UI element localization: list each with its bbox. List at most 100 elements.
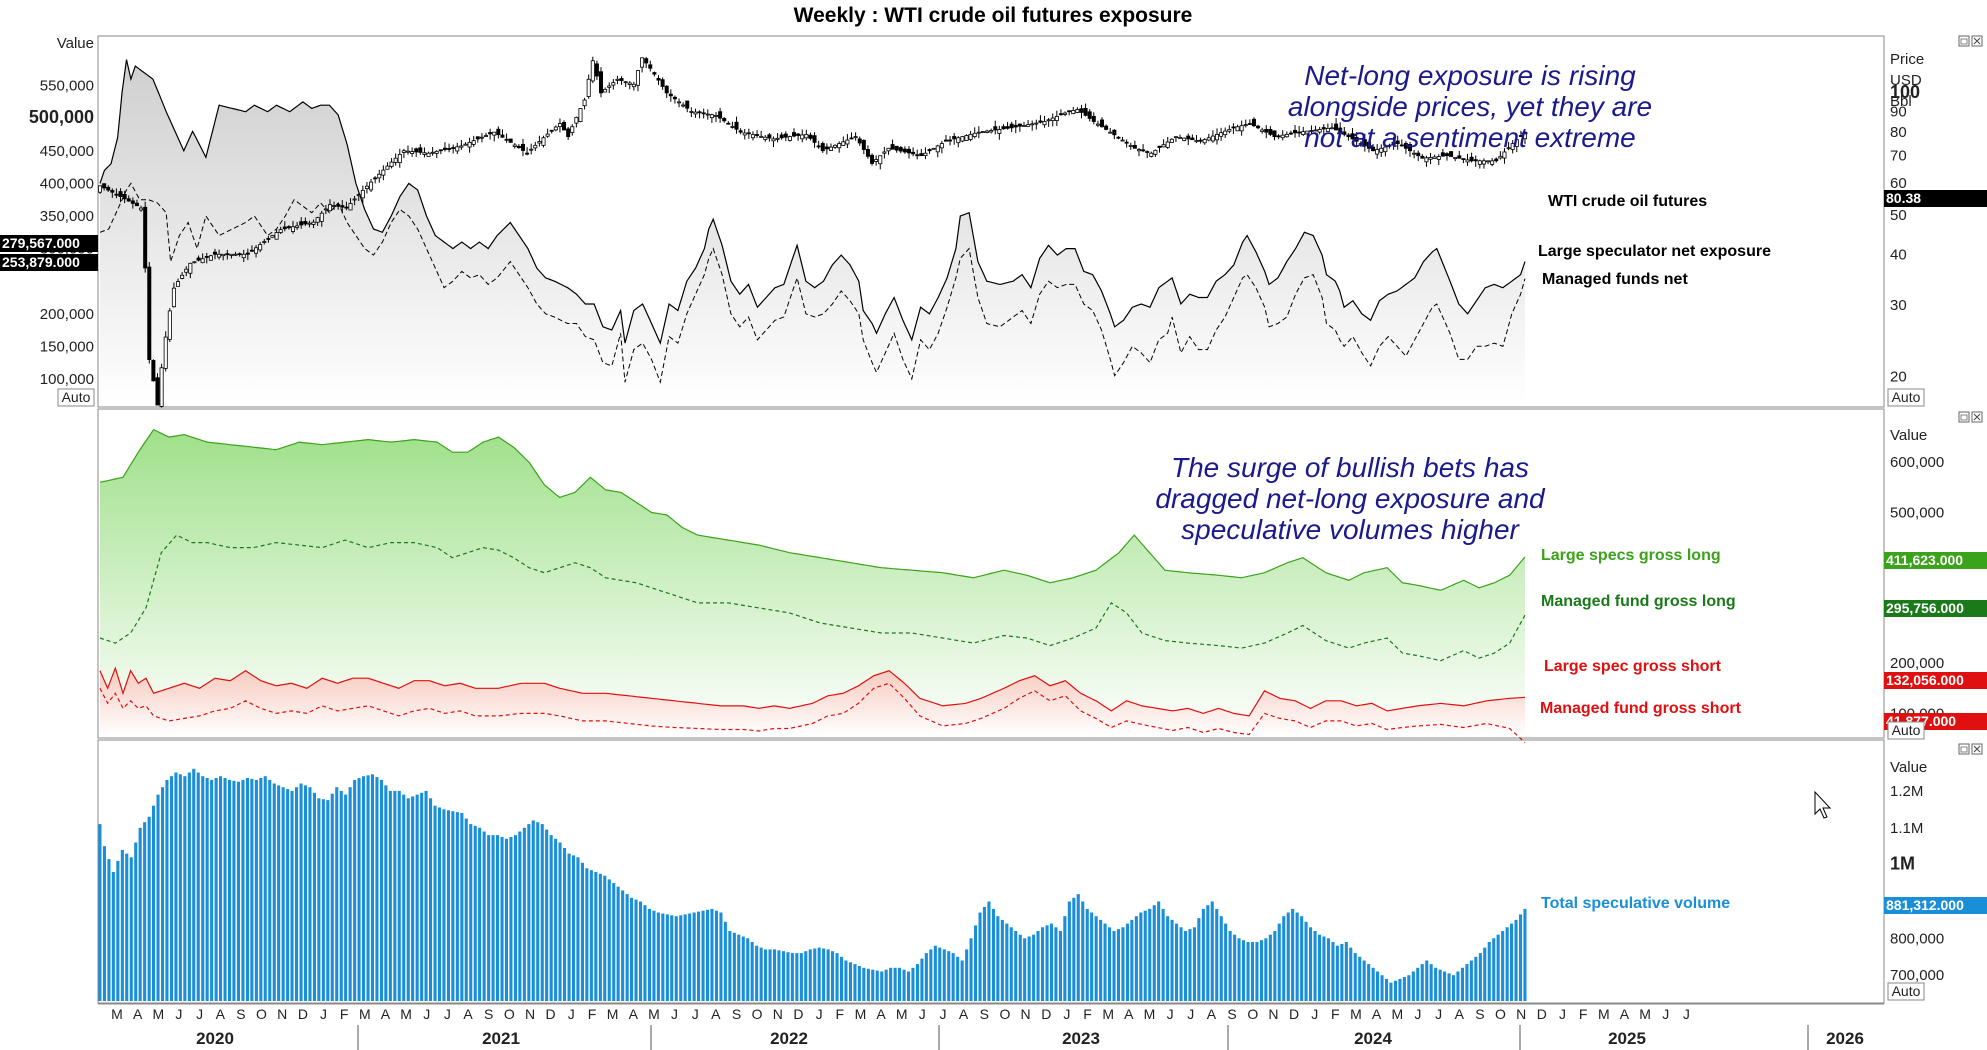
candle-body (985, 130, 990, 133)
top-left-auto-button-text: Auto (62, 389, 91, 405)
restore-icon[interactable] (1958, 743, 1970, 755)
volume-bar (513, 835, 517, 1001)
top-right-auto-button-bg (1887, 388, 1925, 407)
mouse-cursor-icon (1814, 790, 1832, 819)
volume-bar (1286, 912, 1290, 1001)
volume-bar (1152, 905, 1156, 1001)
panel-bottom-controls[interactable] (1958, 743, 1983, 755)
candle-body (1108, 131, 1113, 134)
candle (282, 221, 287, 232)
candle (1518, 130, 1523, 137)
volume-bar (1036, 931, 1040, 1001)
volume-bar (540, 824, 544, 1001)
volume-bar (616, 886, 620, 1001)
bot-right-auto-button-text: Auto (1892, 983, 1921, 999)
candle (697, 110, 702, 119)
candle-body (1030, 123, 1035, 126)
bot-last-value-badge: 881,312.000 (1884, 897, 1987, 914)
candle-body (845, 139, 850, 145)
candle-body (1387, 144, 1392, 147)
month-tick-label: O (256, 1006, 267, 1022)
candle (857, 136, 862, 146)
candle (870, 153, 875, 166)
bot-right-tick-label: 1.2M (1890, 783, 1923, 800)
candle (553, 125, 558, 132)
restore-icon[interactable] (1958, 35, 1970, 47)
candle-body (857, 138, 862, 144)
volume-bar (116, 860, 120, 1001)
candle-body (122, 193, 127, 200)
candle-body (837, 143, 842, 149)
volume-bar (804, 951, 808, 1001)
candle (1272, 130, 1277, 141)
candle (1276, 134, 1281, 140)
candle (451, 144, 456, 154)
candle-body (163, 336, 168, 369)
restore-icon[interactable] (1958, 411, 1970, 423)
candle-body (1173, 136, 1178, 139)
month-tick-label: D (546, 1006, 556, 1022)
candle-body (607, 85, 612, 88)
volume-bar (143, 822, 147, 1001)
volume-bar (527, 824, 531, 1001)
candle (155, 373, 160, 406)
volume-bar (496, 835, 500, 1001)
candle-body (311, 221, 316, 225)
candle (915, 149, 920, 160)
volume-bar (268, 779, 272, 1001)
volume-bar (107, 859, 111, 1001)
candle-body (352, 198, 357, 201)
volume-bar (375, 777, 379, 1001)
volume-bar (303, 785, 307, 1001)
candle-body (1026, 124, 1031, 127)
month-tick-label: M (1639, 1006, 1651, 1022)
panel-top-controls[interactable] (1958, 35, 1983, 47)
volume-bar (196, 772, 200, 1001)
candle (192, 261, 197, 264)
mid-last-value-badge-text: 411,623.000 (1886, 552, 1963, 568)
candle (742, 128, 747, 140)
candle (196, 255, 201, 262)
candle-body (570, 126, 575, 134)
candle (1251, 117, 1256, 128)
candle (1383, 146, 1388, 157)
managed-funds-net-line (99, 182, 1526, 385)
volume-bar (603, 875, 607, 1001)
candle-body (176, 281, 181, 287)
month-tick-label: J (1167, 1006, 1174, 1022)
volume-bar (1072, 897, 1076, 1001)
candle-body (1490, 160, 1495, 165)
volume-bar (1041, 927, 1045, 1001)
candle-body (1260, 129, 1265, 132)
candle (147, 262, 152, 364)
month-tick-label: A (629, 1006, 639, 1022)
candle (167, 308, 172, 343)
net-exposure-area (100, 59, 1525, 405)
candle (878, 155, 883, 170)
candle-body (968, 133, 973, 140)
label-large-spec-net: Large speculator net exposure (1538, 243, 1771, 260)
candle (291, 220, 296, 234)
panel-middle-controls[interactable] (1958, 411, 1983, 423)
candle (1100, 117, 1105, 128)
candle-body (1342, 131, 1347, 135)
candle (557, 118, 562, 133)
candle (1165, 136, 1170, 149)
volume-bar (670, 915, 674, 1001)
month-tick-label: J (175, 1006, 182, 1022)
candle (1034, 119, 1039, 130)
candle-body (664, 85, 669, 94)
candle (1502, 148, 1507, 164)
volume-bar (1045, 925, 1049, 1001)
candle-body (775, 137, 780, 140)
candle-body (709, 114, 714, 119)
candle (1157, 145, 1162, 153)
mid-last-value-badge: 132,056.000 (1884, 672, 1987, 689)
candle-body (652, 72, 657, 75)
candle (98, 185, 103, 194)
candle (1256, 124, 1261, 130)
candle-body (1453, 156, 1458, 160)
candle-body (648, 64, 653, 69)
volume-bar (259, 778, 263, 1001)
volume-bar (889, 967, 893, 1001)
